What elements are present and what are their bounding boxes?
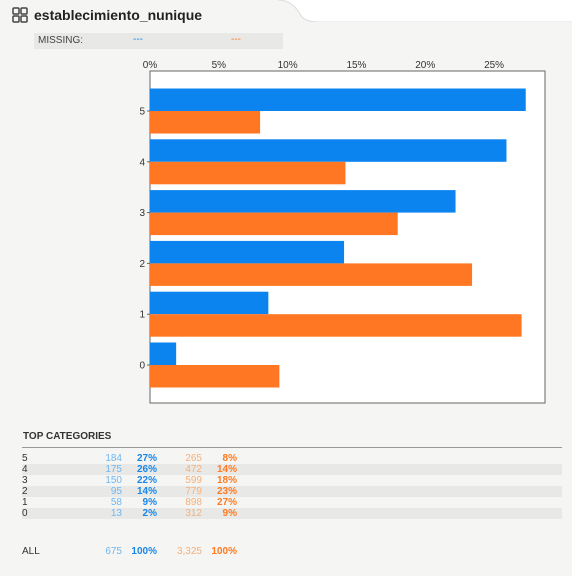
- pct-a-cell: 22%: [136, 475, 157, 486]
- count-b-cell: 599: [185, 475, 202, 486]
- count-b-cell: 779: [185, 486, 202, 497]
- total-count-a: 675: [105, 546, 122, 557]
- missing-value-b: ---: [231, 34, 241, 45]
- y-tick-label: 4: [139, 157, 145, 168]
- top-categories-title: TOP CATEGORIES: [23, 431, 112, 442]
- bar-series-a: [150, 291, 269, 315]
- table-row: 2 95 14% 779 23%: [22, 486, 562, 497]
- header-tab-shape: [0, 0, 572, 22]
- missing-label: MISSING:: [38, 35, 84, 46]
- total-count-b: 3,325: [176, 546, 202, 557]
- header: establecimiento_nunique: [0, 0, 572, 30]
- pct-b-cell: 27%: [216, 497, 237, 508]
- category-cell: 3: [22, 475, 28, 486]
- category-cell: 1: [22, 497, 28, 508]
- count-b-cell: 898: [185, 497, 202, 508]
- y-tick-label: 1: [139, 310, 145, 321]
- pct-a-cell: 2%: [142, 508, 157, 519]
- total-label: ALL: [22, 546, 40, 557]
- pct-b-cell: 9%: [222, 508, 237, 519]
- y-tick-label: 5: [139, 107, 145, 118]
- total-pct-b: 100%: [211, 546, 237, 557]
- category-cell: 4: [22, 464, 28, 475]
- count-a-cell: 175: [105, 464, 122, 475]
- count-a-cell: 58: [110, 497, 122, 508]
- pct-b-cell: 18%: [216, 475, 237, 486]
- count-a-cell: 150: [105, 475, 122, 486]
- category-cell: 5: [22, 453, 28, 464]
- count-a-cell: 184: [105, 453, 122, 464]
- bar-series-b: [150, 111, 261, 134]
- bar-series-b: [150, 365, 280, 388]
- grid-icon: [12, 7, 28, 23]
- divider: [22, 447, 562, 448]
- table-row: 3 150 22% 599 18%: [22, 475, 562, 486]
- table-row: 5 184 27% 265 8%: [22, 453, 562, 464]
- pct-b-cell: 8%: [222, 453, 237, 464]
- page-title: establecimiento_nunique: [34, 7, 203, 23]
- x-tick-label: 5%: [212, 60, 227, 71]
- bar-series-a: [150, 240, 345, 264]
- count-b-cell: 265: [185, 453, 202, 464]
- pct-b-cell: 23%: [216, 486, 237, 497]
- bar-series-a: [150, 342, 177, 365]
- bar-series-b: [150, 212, 398, 236]
- count-a-cell: 13: [110, 508, 122, 519]
- x-tick-label: 20%: [415, 60, 435, 71]
- pct-a-cell: 27%: [136, 453, 157, 464]
- bar-series-a: [150, 88, 526, 111]
- x-tick-label: 15%: [346, 60, 366, 71]
- count-b-cell: 472: [185, 464, 202, 475]
- bar-chart: 0% 5% 10% 15% 20% 25% 5 4 3 2 1 0: [139, 60, 546, 404]
- x-tick-label: 10%: [278, 60, 298, 71]
- bar-series-b: [150, 161, 346, 185]
- bar-series-b: [150, 263, 473, 286]
- count-b-cell: 312: [185, 508, 202, 519]
- pct-b-cell: 14%: [216, 464, 237, 475]
- x-axis-ticks: 0% 5% 10% 15% 20% 25%: [143, 60, 504, 71]
- total-pct-a: 100%: [131, 546, 157, 557]
- bars: [150, 88, 526, 388]
- category-cell: 0: [22, 508, 28, 519]
- pct-a-cell: 26%: [136, 464, 157, 475]
- x-tick-label: 25%: [484, 60, 504, 71]
- missing-value-a: ---: [133, 34, 143, 45]
- bar-series-b: [150, 314, 522, 337]
- bar-series-a: [150, 139, 507, 162]
- count-a-cell: 95: [110, 486, 122, 497]
- y-tick-label: 3: [139, 208, 145, 219]
- pct-a-cell: 14%: [136, 486, 157, 497]
- y-tick-label: 0: [139, 361, 145, 372]
- pct-a-cell: 9%: [142, 497, 157, 508]
- top-categories-table: 5 184 27% 265 8% 4 175 26% 472 14% 3 150…: [22, 453, 562, 519]
- table-row: 4 175 26% 472 14%: [22, 464, 562, 475]
- y-axis-ticks: 5 4 3 2 1 0: [139, 107, 150, 372]
- bar-series-a: [150, 190, 456, 213]
- y-tick-label: 2: [139, 259, 145, 270]
- table-row: 1 58 9% 898 27%: [22, 497, 562, 508]
- missing-row: MISSING: --- ---: [34, 33, 283, 49]
- x-tick-label: 0%: [143, 60, 158, 71]
- table-row: 0 13 2% 312 9%: [22, 508, 562, 519]
- total-row: ALL 675 100% 3,325 100%: [22, 546, 562, 557]
- category-cell: 2: [22, 486, 28, 497]
